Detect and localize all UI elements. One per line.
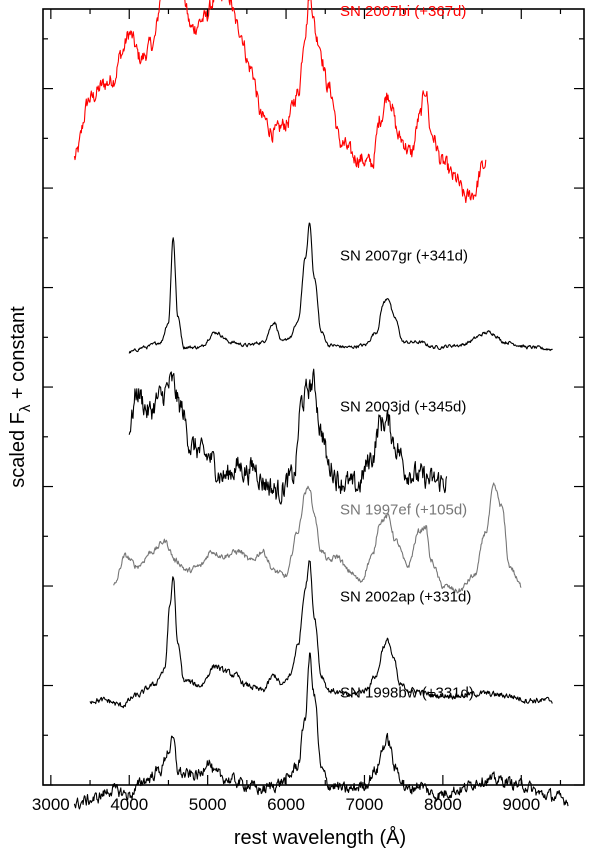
y-axis-title-suffix: + constant — [7, 306, 29, 405]
plot-frame — [42, 8, 585, 786]
axis-ticks — [43, 9, 584, 786]
series-label: SN 2007gr (+341d) — [340, 248, 468, 265]
spectrum-line — [128, 368, 448, 505]
y-axis-title-main: scaled F — [7, 412, 29, 488]
series-label: SN 1998bw (+331d) — [340, 684, 474, 701]
series-label: SN 2007bi (+367d) — [340, 3, 466, 20]
series-labels: SN 2007bi (+367d) SN 2007gr (+341d) SN 200… — [340, 3, 474, 701]
series-label: SN 1997ef (+105d) — [340, 501, 467, 518]
x-tick-label: 7000 — [346, 795, 384, 814]
spectrum-line — [73, 0, 487, 204]
series-label: SN 2002ap (+331d) — [340, 589, 471, 606]
spectrum-line — [73, 652, 569, 810]
y-axis-title: scaled Fλ + constant — [7, 306, 34, 488]
x-tick-label: 9000 — [502, 795, 540, 814]
x-tick-label: 6000 — [267, 795, 305, 814]
series-label: SN 2003jd (+345d) — [340, 398, 466, 415]
spectrum-line — [128, 222, 553, 354]
series-group — [73, 0, 569, 810]
x-tick-label: 8000 — [424, 795, 462, 814]
y-axis-title-subscript: λ — [17, 404, 34, 412]
spectrum-line — [89, 560, 553, 709]
x-axis-title: rest wavelength (Å) — [234, 826, 406, 849]
spectrum-line — [113, 482, 522, 594]
x-tick-label: 4000 — [110, 795, 148, 814]
x-tick-labels: 3000 4000 5000 6000 7000 8000 9000 — [32, 795, 540, 814]
x-tick-label: 5000 — [189, 795, 227, 814]
x-tick-label: 3000 — [32, 795, 70, 814]
